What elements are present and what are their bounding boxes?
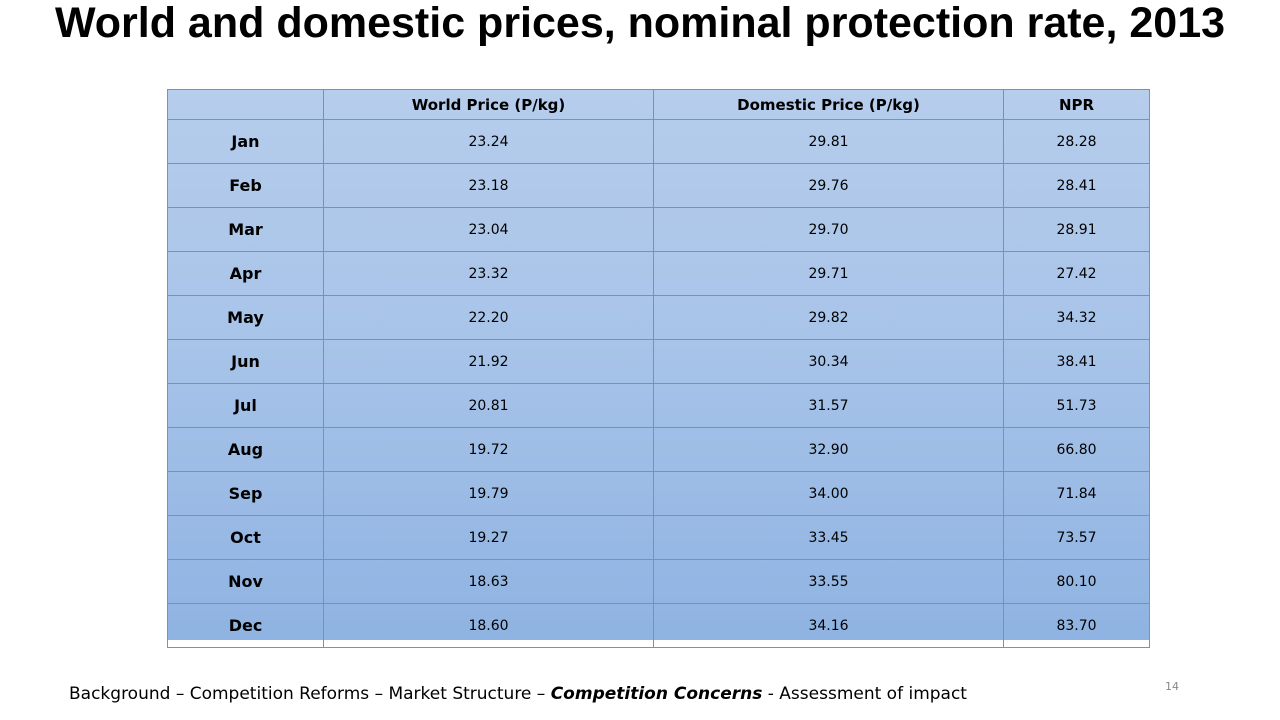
header-domestic-price: Domestic Price (P/kg) bbox=[653, 89, 1004, 120]
month-cell: Aug bbox=[167, 427, 324, 472]
footer-text-end: - Assessment of impact bbox=[762, 684, 967, 704]
npr-cell: 27.42 bbox=[1003, 251, 1150, 296]
npr-cell: 66.80 bbox=[1003, 427, 1150, 472]
table-row: Apr 23.32 29.71 27.42 bbox=[167, 251, 1150, 296]
table-row: Feb 23.18 29.76 28.41 bbox=[167, 163, 1150, 208]
domestic-price-cell: 34.16 bbox=[653, 603, 1004, 648]
price-table: World Price (P/kg) Domestic Price (P/kg)… bbox=[167, 89, 1150, 648]
table-row: May 22.20 29.82 34.32 bbox=[167, 295, 1150, 340]
table-row: Oct 19.27 33.45 73.57 bbox=[167, 515, 1150, 560]
domestic-price-cell: 29.71 bbox=[653, 251, 1004, 296]
world-price-cell: 21.92 bbox=[323, 339, 654, 384]
table-header-row: World Price (P/kg) Domestic Price (P/kg)… bbox=[167, 89, 1150, 120]
npr-cell: 34.32 bbox=[1003, 295, 1150, 340]
month-cell: Dec bbox=[167, 603, 324, 648]
world-price-cell: 20.81 bbox=[323, 383, 654, 428]
table-row: Sep 19.79 34.00 71.84 bbox=[167, 471, 1150, 516]
footer-breadcrumb: Background – Competition Reforms – Marke… bbox=[69, 684, 967, 704]
header-npr: NPR bbox=[1003, 89, 1150, 120]
table-row: Nov 18.63 33.55 80.10 bbox=[167, 559, 1150, 604]
world-price-cell: 18.63 bbox=[323, 559, 654, 604]
npr-cell: 73.57 bbox=[1003, 515, 1150, 560]
domestic-price-cell: 29.82 bbox=[653, 295, 1004, 340]
month-cell: Jul bbox=[167, 383, 324, 428]
domestic-price-cell: 29.81 bbox=[653, 119, 1004, 164]
month-cell: Apr bbox=[167, 251, 324, 296]
table-row: Jul 20.81 31.57 51.73 bbox=[167, 383, 1150, 428]
domestic-price-cell: 29.76 bbox=[653, 163, 1004, 208]
world-price-cell: 19.27 bbox=[323, 515, 654, 560]
table-row: Mar 23.04 29.70 28.91 bbox=[167, 207, 1150, 252]
domestic-price-cell: 32.90 bbox=[653, 427, 1004, 472]
npr-cell: 28.91 bbox=[1003, 207, 1150, 252]
page-number: 14 bbox=[1165, 680, 1179, 693]
domestic-price-cell: 30.34 bbox=[653, 339, 1004, 384]
domestic-price-cell: 31.57 bbox=[653, 383, 1004, 428]
npr-cell: 83.70 bbox=[1003, 603, 1150, 648]
world-price-cell: 23.24 bbox=[323, 119, 654, 164]
month-cell: May bbox=[167, 295, 324, 340]
footer-text-start: Background – Competition Reforms – Marke… bbox=[69, 684, 551, 704]
slide-title: World and domestic prices, nominal prote… bbox=[54, 0, 1226, 47]
world-price-cell: 19.72 bbox=[323, 427, 654, 472]
header-corner bbox=[167, 89, 324, 120]
header-world-price: World Price (P/kg) bbox=[323, 89, 654, 120]
month-cell: Jan bbox=[167, 119, 324, 164]
month-cell: Jun bbox=[167, 339, 324, 384]
table-row: Aug 19.72 32.90 66.80 bbox=[167, 427, 1150, 472]
npr-cell: 51.73 bbox=[1003, 383, 1150, 428]
domestic-price-cell: 29.70 bbox=[653, 207, 1004, 252]
npr-cell: 71.84 bbox=[1003, 471, 1150, 516]
domestic-price-cell: 34.00 bbox=[653, 471, 1004, 516]
price-table-container: World Price (P/kg) Domestic Price (P/kg)… bbox=[167, 89, 1150, 648]
month-cell: Sep bbox=[167, 471, 324, 516]
world-price-cell: 18.60 bbox=[323, 603, 654, 648]
domestic-price-cell: 33.55 bbox=[653, 559, 1004, 604]
table-row: Jan 23.24 29.81 28.28 bbox=[167, 119, 1150, 164]
month-cell: Oct bbox=[167, 515, 324, 560]
footer-emphasis: Competition Concerns bbox=[550, 684, 763, 704]
world-price-cell: 22.20 bbox=[323, 295, 654, 340]
domestic-price-cell: 33.45 bbox=[653, 515, 1004, 560]
table-row: Jun 21.92 30.34 38.41 bbox=[167, 339, 1150, 384]
npr-cell: 38.41 bbox=[1003, 339, 1150, 384]
world-price-cell: 23.32 bbox=[323, 251, 654, 296]
table-row: Dec 18.60 34.16 83.70 bbox=[167, 603, 1150, 648]
month-cell: Feb bbox=[167, 163, 324, 208]
world-price-cell: 19.79 bbox=[323, 471, 654, 516]
npr-cell: 28.28 bbox=[1003, 119, 1150, 164]
month-cell: Mar bbox=[167, 207, 324, 252]
world-price-cell: 23.18 bbox=[323, 163, 654, 208]
npr-cell: 80.10 bbox=[1003, 559, 1150, 604]
month-cell: Nov bbox=[167, 559, 324, 604]
npr-cell: 28.41 bbox=[1003, 163, 1150, 208]
world-price-cell: 23.04 bbox=[323, 207, 654, 252]
